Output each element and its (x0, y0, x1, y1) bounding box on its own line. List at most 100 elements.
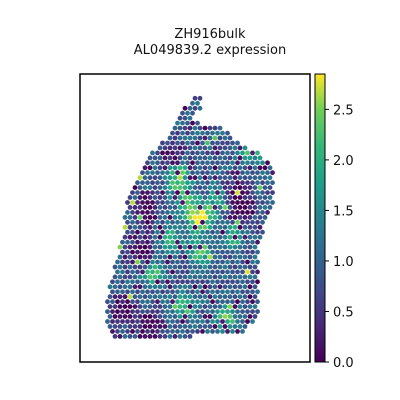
expression-spot (165, 200, 170, 205)
expression-spot (235, 220, 240, 225)
expression-spot (233, 245, 238, 250)
expression-spot (230, 250, 235, 255)
colorbar (315, 74, 325, 362)
expression-spot (145, 240, 150, 245)
expression-spot (168, 215, 173, 220)
expression-spot (210, 299, 215, 304)
expression-spot (188, 136, 193, 141)
expression-spot (233, 275, 238, 280)
expression-spot (205, 299, 210, 304)
expression-spot (195, 210, 200, 215)
expression-spot (173, 136, 178, 141)
expression-spot (185, 260, 190, 265)
expression-spot (193, 136, 198, 141)
expression-spot (260, 200, 265, 205)
expression-spot (145, 170, 150, 175)
expression-spot (180, 200, 185, 205)
expression-spot (215, 250, 220, 255)
expression-spot (245, 210, 250, 215)
expression-spot (170, 131, 175, 136)
expression-spot (243, 195, 248, 200)
expression-spot (270, 200, 275, 205)
expression-spot (153, 314, 158, 319)
expression-spot (185, 319, 190, 324)
expression-spot (258, 215, 263, 220)
expression-spot (175, 180, 180, 185)
expression-spot (248, 245, 253, 250)
expression-spot (138, 255, 143, 260)
expression-spot (190, 260, 195, 265)
expression-spot (180, 329, 185, 334)
expression-spot (193, 255, 198, 260)
expression-spot (200, 131, 205, 136)
expression-spot (240, 200, 245, 205)
expression-spot (205, 260, 210, 265)
expression-spot (243, 324, 248, 329)
expression-spot (198, 175, 203, 180)
expression-spot (140, 200, 145, 205)
expression-spot (263, 195, 268, 200)
expression-spot (158, 175, 163, 180)
expression-spot (153, 215, 158, 220)
expression-spot (130, 190, 135, 195)
expression-spot (188, 255, 193, 260)
expression-spot (258, 205, 263, 210)
expression-spot (190, 101, 195, 106)
expression-spot (125, 260, 130, 265)
expression-spot (193, 165, 198, 170)
expression-spot (173, 304, 178, 309)
expression-spot (235, 170, 240, 175)
expression-spot (208, 235, 213, 240)
expression-spot (150, 190, 155, 195)
expression-spot (138, 265, 143, 270)
expression-spot (150, 230, 155, 235)
expression-spot (215, 170, 220, 175)
expression-spot (203, 165, 208, 170)
expression-spot (155, 240, 160, 245)
expression-spot (143, 324, 148, 329)
expression-spot (115, 309, 120, 314)
expression-spot (210, 180, 215, 185)
expression-spot (153, 235, 158, 240)
expression-spot (148, 324, 153, 329)
expression-spot (140, 299, 145, 304)
expression-spot (180, 141, 185, 146)
expression-spot (243, 265, 248, 270)
expression-spot (225, 240, 230, 245)
expression-spot (148, 245, 153, 250)
expression-spot (203, 156, 208, 161)
expression-spot (193, 284, 198, 289)
expression-spot (110, 309, 115, 314)
expression-spot (243, 165, 248, 170)
expression-spot (190, 121, 195, 126)
expression-spot (148, 334, 153, 339)
expression-spot (140, 250, 145, 255)
expression-spot (215, 329, 220, 334)
expression-spot (208, 294, 213, 299)
expression-spot (198, 225, 203, 230)
expression-spot (130, 309, 135, 314)
expression-spot (255, 309, 260, 314)
expression-spot (180, 260, 185, 265)
expression-spot (105, 319, 110, 324)
expression-spot (268, 195, 273, 200)
expression-spot (173, 324, 178, 329)
expression-spot (258, 185, 263, 190)
expression-spot (165, 279, 170, 284)
expression-spot (223, 205, 228, 210)
expression-spot (248, 235, 253, 240)
expression-spot (265, 160, 270, 165)
expression-spot (135, 260, 140, 265)
expression-spot (243, 215, 248, 220)
expression-spot (245, 151, 250, 156)
expression-spot (128, 195, 133, 200)
expression-spot (153, 156, 158, 161)
expression-spot (225, 329, 230, 334)
expression-spot (165, 170, 170, 175)
expression-spot (168, 136, 173, 141)
expression-spot (220, 250, 225, 255)
expression-spot (245, 180, 250, 185)
expression-spot (143, 185, 148, 190)
expression-spot (160, 210, 165, 215)
expression-spot (175, 270, 180, 275)
